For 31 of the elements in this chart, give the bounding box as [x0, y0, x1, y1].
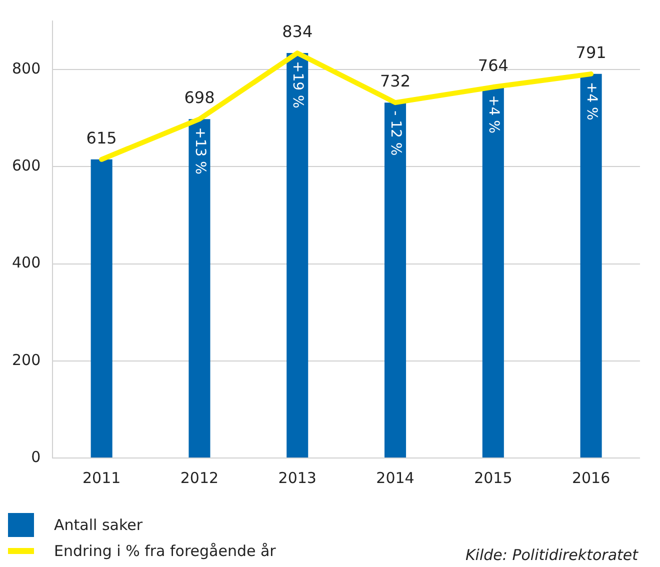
bar — [580, 74, 602, 458]
y-tick-label: 0 — [31, 448, 41, 466]
data-label: 615 — [86, 128, 117, 148]
annotation: +13 % — [192, 127, 208, 174]
y-tick-label: 800 — [12, 59, 41, 78]
legend-label: Endring i % fra foregående år — [54, 542, 276, 560]
data-label: 791 — [576, 43, 606, 62]
text: Kilde: Politidirektoratet — [465, 546, 638, 564]
data-label: 732 — [380, 72, 411, 91]
bar — [188, 119, 210, 458]
data-label: 698 — [184, 88, 215, 108]
bar — [384, 102, 406, 458]
data-label: 834 — [282, 22, 313, 42]
x-tick-label: 2015 — [474, 468, 512, 487]
x-tick-label: 2014 — [376, 468, 414, 487]
y-tick-label: 600 — [12, 156, 41, 175]
x-tick-label: 2013 — [278, 468, 316, 487]
x-tick-label: 2011 — [82, 468, 121, 487]
annotation: +4 % — [486, 95, 502, 134]
annotation: +4 % — [583, 82, 600, 120]
bar — [286, 53, 308, 458]
y-tick-label: 200 — [12, 350, 41, 369]
x-tick-label: 2016 — [572, 468, 610, 487]
annotation: +19 % — [290, 61, 306, 108]
bar — [90, 159, 112, 458]
y-tick-label: 400 — [12, 254, 41, 272]
legend-label: Antall saker — [54, 516, 142, 534]
bar — [482, 87, 504, 458]
x-tick-label: 2012 — [180, 468, 219, 487]
annotation: - 12 % — [388, 110, 404, 156]
data-label: 764 — [478, 56, 508, 76]
